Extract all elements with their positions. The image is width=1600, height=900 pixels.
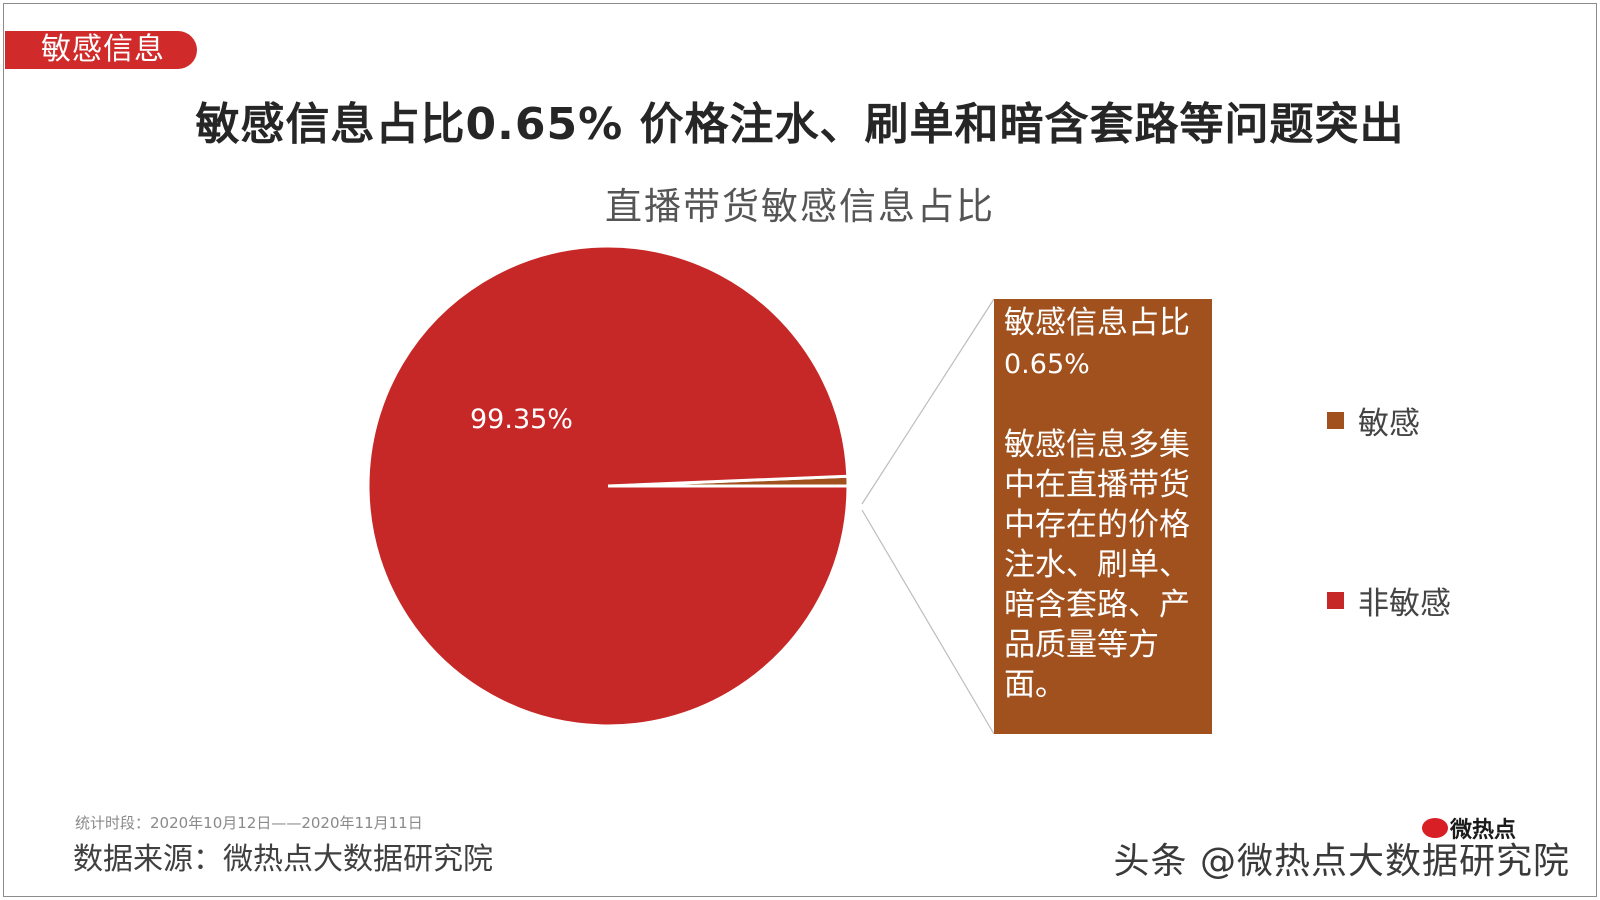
legend-label-non-sensitive: 非敏感	[1358, 585, 1451, 622]
section-tag: 敏感信息	[5, 31, 197, 69]
callout-title: 敏感信息占比	[1004, 305, 1190, 341]
weibo-eye-icon	[1422, 818, 1448, 838]
watermark-logo-text: 微热点	[1450, 818, 1517, 843]
watermark-text: 头条 @微热点大数据研究院	[1113, 841, 1570, 882]
pie-slice-non-sensitive	[366, 244, 850, 728]
callout-percent: 0.65%	[1004, 349, 1090, 380]
watermark-logo: 微热点	[1422, 812, 1516, 844]
page-title: 敏感信息占比0.65% 价格注水、刷单和暗含套路等问题突出	[195, 99, 1405, 150]
statistics-period: 统计时段：2020年10月12日——2020年11月11日	[75, 814, 423, 832]
data-label-non-sensitive: 99.35%	[470, 404, 573, 435]
leader-line-bottom	[861, 509, 995, 735]
legend-item-sensitive: 敏感	[1327, 400, 1527, 442]
callout-box: 敏感信息占比 0.65% 敏感信息多集中在直播带货中存在的价格注水、刷单、暗含套路、…	[994, 299, 1212, 734]
legend-item-non-sensitive: 非敏感	[1327, 580, 1527, 622]
data-source: 数据来源：微热点大数据研究院	[73, 842, 493, 877]
chart-title: 直播带货敏感信息占比	[605, 185, 995, 228]
legend-swatch-non-sensitive	[1327, 591, 1344, 609]
slide-frame	[3, 3, 1597, 897]
callout-body: 敏感信息多集中在直播带货中存在的价格注水、刷单、暗含套路、产品质量等方面。	[1004, 427, 1190, 703]
leader-line-top	[861, 298, 995, 505]
legend-label-sensitive: 敏感	[1358, 405, 1420, 442]
legend-swatch-sensitive	[1327, 411, 1344, 429]
